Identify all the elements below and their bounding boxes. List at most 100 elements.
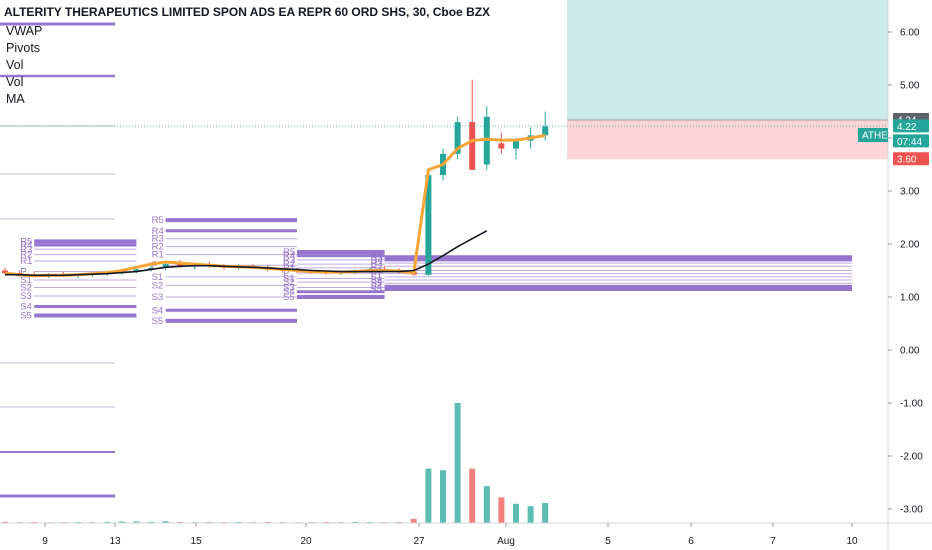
pivot-label-2-0: R5	[283, 247, 295, 258]
volume-bar-10	[148, 521, 154, 523]
pivot-label-0-0: R5	[20, 236, 32, 247]
pivot-label-2-10: S5	[283, 292, 295, 303]
candle-body-32	[469, 122, 476, 170]
stop-badge: 3.60	[897, 155, 917, 166]
pivot-label-3-9: S4	[371, 281, 383, 292]
volume-bar-9	[133, 521, 140, 523]
candle-body-35	[513, 140, 519, 149]
chart-title: ALTERITY THERAPEUTICS LIMITED SPON ADS E…	[4, 5, 491, 19]
volume-bar-35	[513, 503, 519, 523]
candle-body-9	[133, 269, 140, 272]
pivot-label-2-1: R4	[283, 251, 295, 262]
volume-bar-11	[162, 521, 169, 523]
target-zone	[567, 0, 888, 120]
y-tick-label-6: 0.00	[900, 346, 920, 357]
candle-body-29	[425, 175, 432, 275]
pivot-levels: R5R4R3R2R1PS1S2S3S4S5R5R4R3R2R1PS1S2S3S4…	[20, 215, 852, 327]
candlesticks	[2, 79, 549, 279]
x-tick-label-2: 15	[190, 536, 202, 547]
pivot-label-1-6: S1	[152, 272, 164, 283]
pivot-label-2-3: R2	[283, 259, 295, 270]
pivot-label-3-6: S1	[371, 272, 383, 283]
y-tick-label-4: 2.00	[900, 240, 920, 251]
indicator-vol-1[interactable]: Vol	[6, 58, 24, 72]
symbol-price-badge: 4.22	[897, 122, 917, 133]
y-tick-label-7: -1.00	[900, 399, 923, 410]
pivot-label-2-6: S1	[283, 273, 295, 284]
symbol-badge: ATHE	[862, 131, 888, 142]
symbol-badge-bg	[858, 128, 888, 142]
pivot-label-0-7: S2	[20, 282, 32, 293]
x-tick-label-4: 27	[413, 536, 425, 547]
pivot-label-1-8: S3	[152, 292, 164, 303]
x-tick-label-6: 5	[605, 536, 611, 547]
pivot-label-1-10: S5	[152, 316, 164, 327]
pivot-label-0-3: R2	[20, 250, 32, 261]
indicator-ma[interactable]: MA	[6, 92, 25, 106]
y-tick-label-3: 3.00	[900, 187, 920, 198]
time-axis[interactable]: 9 13 15 20 27 Aug 5 6 7 10	[0, 522, 932, 547]
pivot-label-3-3: R2	[371, 261, 383, 272]
volume-bar-24	[352, 521, 359, 523]
price-axis[interactable]: 6.005.004.003.002.001.000.00-1.00-2.00-3…	[887, 0, 923, 550]
y-tick-label-1: 5.00	[900, 81, 920, 92]
pivot-label-2-7: S2	[283, 277, 295, 288]
y-tick-label-9: -3.00	[900, 505, 923, 516]
indicator-lines	[4, 133, 546, 278]
x-tick-label-7: 6	[688, 536, 694, 547]
indicator-vwap[interactable]: VWAP	[6, 24, 43, 38]
candle-body-33	[483, 116, 490, 165]
pivot-label-0-4: R1	[20, 256, 32, 267]
volume-bar-29	[425, 468, 432, 523]
pivot-label-3-5: P	[371, 269, 377, 280]
volume-bar-28	[410, 519, 417, 523]
indicator-vol-2[interactable]: Vol	[6, 75, 24, 89]
countdown-badge: 07:44	[897, 137, 922, 148]
x-tick-label-0: 9	[42, 536, 48, 547]
x-tick-label-9: 10	[846, 536, 858, 547]
pivot-label-3-2: R3	[371, 258, 383, 269]
y-tick-label-0: 6.00	[900, 28, 920, 39]
pivot-label-0-6: S1	[20, 275, 32, 286]
volume-bar-32	[469, 468, 476, 523]
candle-body-37	[542, 126, 549, 136]
candle-body-12	[177, 264, 184, 267]
countdown-badge-bg	[893, 134, 929, 148]
indicator-pivots[interactable]: Pivots	[6, 41, 41, 55]
y-tick-label-5: 1.00	[900, 293, 920, 304]
pivot-label-1-7: S2	[152, 280, 164, 291]
pivot-label-2-5: P	[283, 268, 289, 279]
pivot-label-1-1: R4	[152, 226, 164, 237]
pivot-label-3-0: R5	[371, 252, 383, 263]
volume-bar-16	[235, 521, 242, 523]
volume-bar-34	[498, 497, 505, 523]
volume-bar-37	[542, 503, 549, 523]
pivot-label-2-9: S4	[283, 287, 295, 298]
x-tick-label-5: Aug	[497, 536, 515, 547]
pivot-label-1-3: R2	[152, 242, 164, 253]
volume-bar-0	[2, 521, 8, 523]
pivot-label-0-8: S3	[20, 291, 32, 302]
candle-body-34	[498, 143, 505, 149]
stop-zone	[567, 119, 888, 160]
candle-body-0	[2, 270, 8, 274]
pivot-label-0-2: R3	[20, 244, 32, 255]
volume-bar-7	[104, 521, 111, 523]
symbol-price-badge-bg	[893, 119, 929, 133]
ma-line	[5, 230, 488, 277]
y-tick-label-8: -2.00	[900, 452, 923, 463]
pivot-label-1-0: R5	[152, 215, 164, 226]
trade-zones[interactable]	[567, 0, 888, 160]
pivot-label-3-8: S3	[371, 278, 383, 289]
pivot-label-1-2: R3	[152, 234, 164, 245]
x-tick-label-1: 13	[109, 536, 121, 547]
x-tick-label-8: 7	[770, 536, 776, 547]
pivot-label-1-5: P	[152, 260, 158, 271]
pivot-label-0-10: S5	[20, 311, 32, 322]
pivot-label-2-8: S3	[283, 282, 295, 293]
volume-bar-36	[527, 506, 534, 523]
candle-body-11	[162, 264, 169, 268]
volume-bar-30	[440, 470, 446, 523]
